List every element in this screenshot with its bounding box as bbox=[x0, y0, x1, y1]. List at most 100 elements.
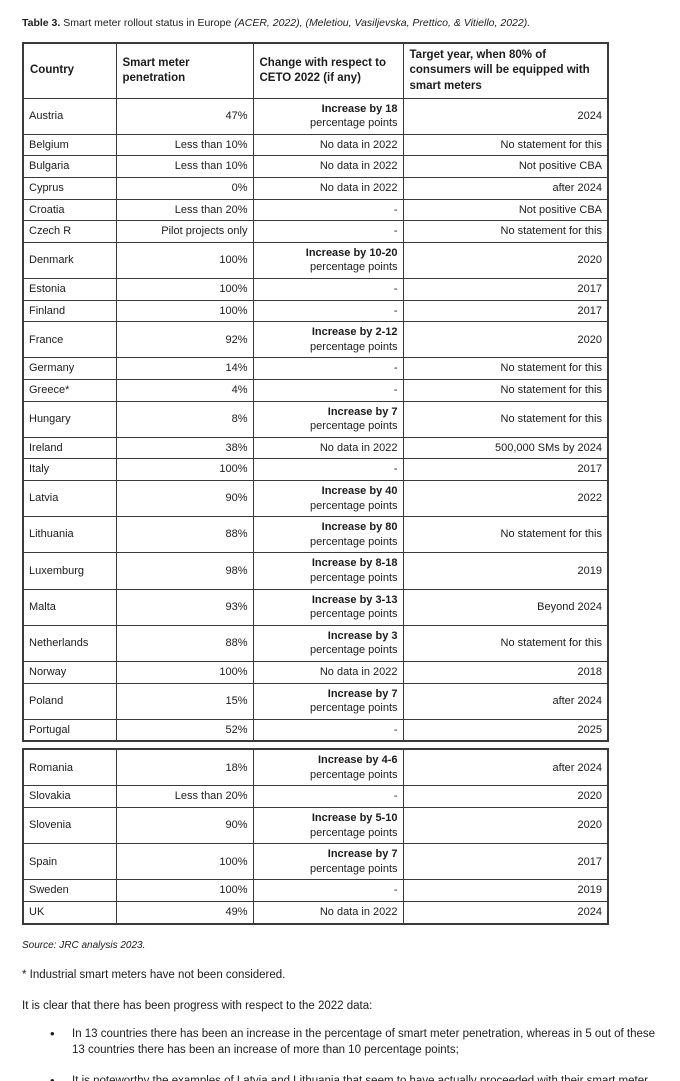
change-amount: Increase by 7 bbox=[327, 405, 398, 418]
cell-penetration: 90% bbox=[115, 807, 254, 845]
table-row: Finland 100% -2017 bbox=[22, 299, 609, 323]
footnote-industrial-meters: * Industrial smart meters have not been … bbox=[22, 968, 286, 981]
table-row: Croatia Less than 20% - Not positive CBA bbox=[22, 198, 609, 222]
cell-penetration: 88% bbox=[115, 516, 254, 554]
source-note: Source: JRC analysis 2023. bbox=[22, 939, 146, 951]
cell-country: Germany bbox=[22, 357, 117, 380]
cell-target-year: 2024 bbox=[402, 97, 609, 135]
change-amount: Increase by 7 bbox=[327, 687, 398, 700]
cell-target-year: 2024 bbox=[402, 901, 609, 925]
smart-meter-table-block1: Country Smart meter penetration Change w… bbox=[22, 42, 609, 743]
cell-change: No data in 2022 bbox=[252, 436, 404, 460]
cell-target-year: No statement for this bbox=[402, 220, 609, 243]
table-row: Cyprus 0% No data in 2022 after 2024 bbox=[22, 177, 609, 200]
cell-change: Increase by 7 percentage points bbox=[252, 843, 404, 881]
cell-country: Lithuania bbox=[22, 516, 117, 554]
cell-change: - bbox=[252, 785, 404, 809]
cell-country: Slovenia bbox=[22, 807, 117, 845]
change-unit: percentage points bbox=[310, 340, 398, 353]
cell-target-year: 2020 bbox=[402, 785, 609, 809]
cell-country: Croatia bbox=[22, 198, 117, 222]
header-country: Country bbox=[22, 42, 117, 99]
cell-country: Cyprus bbox=[22, 177, 117, 200]
cell-target-year: 2018 bbox=[402, 660, 609, 684]
cell-change: - bbox=[252, 278, 404, 301]
cell-penetration: 100% bbox=[115, 299, 254, 323]
table-row: Lithuania 88% Increase by 80 percentage poi… bbox=[22, 516, 609, 554]
cell-penetration: 49% bbox=[115, 901, 254, 925]
cell-penetration: 52% bbox=[115, 718, 254, 742]
header-target-year: Target year, when 80% of consumers will … bbox=[402, 42, 609, 99]
cell-target-year: 2022 bbox=[402, 479, 609, 518]
table-caption: Table 3. Smart meter rollout status in E… bbox=[22, 16, 660, 30]
table-caption-citation: (ACER, 2022), (Meletiou, Vasiljevska, Pr… bbox=[234, 17, 531, 29]
cell-penetration: 90% bbox=[115, 479, 254, 518]
cell-target-year: 2017 bbox=[402, 278, 609, 301]
cell-target-year: 2017 bbox=[402, 299, 609, 323]
change-unit: percentage points bbox=[310, 768, 398, 781]
table-row: Portugal 52% -2025 bbox=[22, 718, 609, 742]
cell-penetration: Pilot projects only bbox=[115, 220, 254, 243]
cell-target-year: No statement for this bbox=[402, 379, 609, 402]
cell-penetration: 93% bbox=[115, 588, 254, 626]
cell-change: No data in 2022 bbox=[252, 177, 404, 200]
table-row: Czech R Pilot projects only - No statement … bbox=[22, 220, 609, 243]
change-unit: percentage points bbox=[310, 608, 398, 621]
change-unit: percentage points bbox=[310, 644, 398, 657]
change-amount: Increase by 7 bbox=[327, 848, 398, 861]
table-row: Denmark 100% Increase by 10-20 percentage p… bbox=[22, 241, 609, 280]
cell-country: Hungary bbox=[22, 400, 117, 438]
header-penetration: Smart meter penetration bbox=[115, 42, 254, 99]
cell-country: Latvia bbox=[22, 479, 117, 518]
cell-target-year: after 2024 bbox=[402, 748, 609, 787]
change-amount: Increase by 40 bbox=[321, 484, 398, 497]
cell-target-year: Not positive CBA bbox=[402, 155, 609, 179]
cell-penetration: 100% bbox=[115, 241, 254, 280]
change-unit: percentage points bbox=[310, 826, 398, 839]
cell-penetration: 100% bbox=[115, 278, 254, 301]
table-row: Malta 93% Increase by 3-13 percentage point… bbox=[22, 588, 609, 626]
change-unit: percentage points bbox=[310, 117, 398, 130]
cell-change: Increase by 2-12 percentage points bbox=[252, 321, 404, 359]
cell-change: - bbox=[252, 879, 404, 903]
cell-country: Finland bbox=[22, 299, 117, 323]
table-row: Slovakia Less than 20% -2020 bbox=[22, 785, 609, 809]
cell-target-year: No statement for this bbox=[402, 516, 609, 554]
change-amount: Increase by 10-20 bbox=[305, 246, 398, 259]
cell-target-year: 2017 bbox=[402, 458, 609, 481]
cell-change: Increase by 3-13 percentage points bbox=[252, 588, 404, 626]
cell-penetration: 4% bbox=[115, 379, 254, 402]
table-row: Bulgaria Less than 10% No data in 2022 Not … bbox=[22, 155, 609, 179]
table-row: Romania 18% Increase by 4-6 percentage poin… bbox=[22, 748, 609, 787]
table-row: Netherlands 88% Increase by 3 percentage po… bbox=[22, 624, 609, 662]
table-row: Latvia 90% Increase by 40 percentage points… bbox=[22, 479, 609, 518]
table-row: Germany 14% - No statement for this bbox=[22, 357, 609, 380]
change-unit: percentage points bbox=[310, 702, 398, 715]
cell-change: Increase by 40 percentage points bbox=[252, 479, 404, 518]
cell-country: Estonia bbox=[22, 278, 117, 301]
cell-change: - bbox=[252, 379, 404, 402]
cell-change: No data in 2022 bbox=[252, 133, 404, 157]
cell-change: Increase by 18 percentage points bbox=[252, 97, 404, 135]
cell-target-year: Not positive CBA bbox=[402, 198, 609, 222]
table-row: Estonia 100% -2017 bbox=[22, 278, 609, 301]
cell-target-year: after 2024 bbox=[402, 177, 609, 200]
cell-target-year: Beyond 2024 bbox=[402, 588, 609, 626]
cell-penetration: 100% bbox=[115, 879, 254, 903]
smart-meter-table-block2: Romania 18% Increase by 4-6 percentage poin… bbox=[22, 748, 609, 925]
cell-target-year: No statement for this bbox=[402, 400, 609, 438]
cell-penetration: Less than 10% bbox=[115, 133, 254, 157]
intro-paragraph: It is clear that there has been progress… bbox=[22, 999, 373, 1012]
cell-country: UK bbox=[22, 901, 117, 925]
cell-penetration: 38% bbox=[115, 436, 254, 460]
cell-penetration: 14% bbox=[115, 357, 254, 380]
cell-change: Increase by 7 percentage points bbox=[252, 400, 404, 438]
cell-change: Increase by 10-20 percentage points bbox=[252, 241, 404, 280]
cell-change: - bbox=[252, 357, 404, 380]
table-row: Ireland 38% No data in 2022 500,000 SMs by … bbox=[22, 436, 609, 460]
cell-country: Austria bbox=[22, 97, 117, 135]
cell-target-year: 2020 bbox=[402, 807, 609, 845]
cell-penetration: Less than 20% bbox=[115, 198, 254, 222]
cell-change: No data in 2022 bbox=[252, 660, 404, 684]
cell-target-year: 2020 bbox=[402, 321, 609, 359]
